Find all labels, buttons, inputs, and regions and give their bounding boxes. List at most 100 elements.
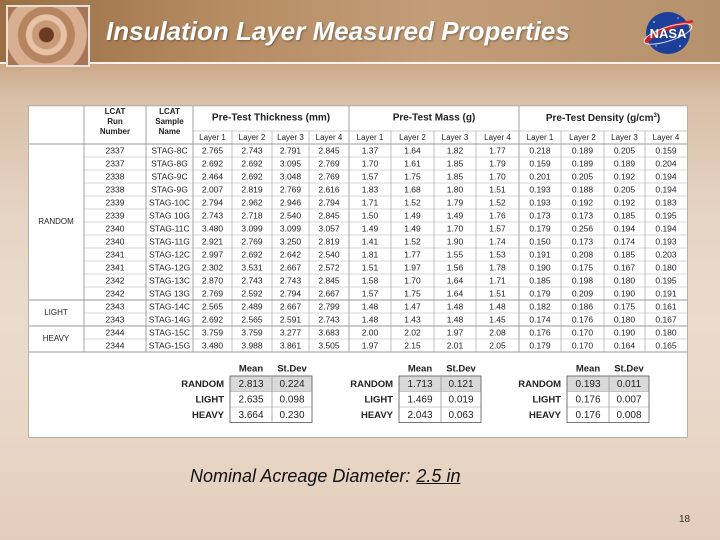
mass-cell: 1.57 <box>362 288 379 298</box>
density-cell: 0.203 <box>655 249 677 259</box>
mass-cell: 1.70 <box>362 158 379 168</box>
density-cell: 0.192 <box>614 197 636 207</box>
header-layer-label: Layer 2 <box>239 133 266 142</box>
run-number-cell: 2342 <box>106 275 125 285</box>
mass-cell: 1.64 <box>447 288 464 298</box>
run-number-cell: 2343 <box>106 314 125 324</box>
density-cell: 0.218 <box>529 145 551 155</box>
summary-density-stdev: 0.008 <box>616 410 641 421</box>
density-cell: 0.180 <box>655 327 677 337</box>
mass-cell: 1.56 <box>447 262 464 272</box>
density-cell: 0.161 <box>655 301 677 311</box>
summary-highlight <box>567 376 649 392</box>
density-cell: 0.179 <box>529 288 551 298</box>
slide-title: Insulation Layer Measured Properties <box>106 16 570 46</box>
run-number-cell: 2340 <box>106 236 125 246</box>
mass-cell: 1.70 <box>404 275 421 285</box>
thickness-cell: 2.565 <box>202 301 224 311</box>
run-number-cell: 2338 <box>106 184 125 194</box>
density-cell: 0.182 <box>529 301 551 311</box>
table-row: 2342 STAG-13C 2.870 2.743 2.743 2.845 1.58 1.70… <box>106 275 677 285</box>
run-number-cell: 2337 <box>106 158 125 168</box>
summary-mean-header: Mean <box>239 364 263 375</box>
density-cell: 0.179 <box>529 340 551 350</box>
mass-cell: 1.52 <box>489 197 506 207</box>
properties-table-panel: LCAT Run Number LCAT Sample Name Pre-Test Thic… <box>28 105 688 438</box>
density-cell: 0.208 <box>572 249 594 259</box>
mass-cell: 2.15 <box>404 340 421 350</box>
thickness-cell: 2.540 <box>280 210 302 220</box>
thickness-cell: 2.794 <box>202 197 224 207</box>
table-row: 2339 STAG-10C 2.794 2.962 2.946 2.794 1.71 1.52… <box>106 197 677 207</box>
row-group-label: HEAVY <box>43 334 70 343</box>
thickness-cell: 3.480 <box>202 223 224 233</box>
summary-density-mean: 0.176 <box>575 394 600 405</box>
header-sample-name: LCAT <box>159 107 180 116</box>
density-cell: 0.193 <box>655 236 677 246</box>
summary-row-label: RANDOM <box>181 379 224 390</box>
summary-highlight <box>230 376 312 392</box>
density-cell: 0.209 <box>572 288 594 298</box>
density-cell: 0.180 <box>614 314 636 324</box>
mass-cell: 1.50 <box>362 210 379 220</box>
mass-cell: 1.97 <box>447 327 464 337</box>
title-bar <box>0 0 720 62</box>
mass-cell: 1.85 <box>447 158 464 168</box>
mass-cell: 1.57 <box>489 223 506 233</box>
header-layer-label: Layer 4 <box>653 133 680 142</box>
thickness-cell: 3.048 <box>280 171 302 181</box>
sample-name-cell: STAG-11C <box>149 223 189 233</box>
summary-row-label: LIGHT <box>196 394 225 405</box>
density-cell: 0.193 <box>529 184 551 194</box>
mass-cell: 1.64 <box>447 275 464 285</box>
sample-name-cell: STAG 13G <box>149 288 190 298</box>
density-cell: 0.198 <box>572 275 594 285</box>
header-layer-label: Layer 4 <box>316 133 343 142</box>
thickness-cell: 3.099 <box>280 223 302 233</box>
table-row: 2338 STAG-9G 2.007 2.819 2.769 2.616 1.83 1.68 1… <box>106 184 677 194</box>
thickness-cell: 2.667 <box>318 288 340 298</box>
mass-cell: 1.64 <box>404 145 421 155</box>
thickness-cell: 2.692 <box>241 171 263 181</box>
thickness-cell: 2.769 <box>202 288 224 298</box>
mass-cell: 1.75 <box>404 171 421 181</box>
thickness-cell: 2.769 <box>280 184 302 194</box>
density-cell: 0.159 <box>529 158 551 168</box>
header-layer-label: Layer 3 <box>611 133 638 142</box>
mass-cell: 2.08 <box>489 327 506 337</box>
thickness-cell: 2.743 <box>202 210 224 220</box>
table-row: 2341 STAG-12C 2.997 2.692 2.642 2.540 1.81 1.77… <box>106 249 677 259</box>
mass-cell: 1.43 <box>404 314 421 324</box>
summary-thickness-stdev: 0.224 <box>279 379 304 390</box>
thickness-cell: 2.464 <box>202 171 224 181</box>
thickness-cell: 2.692 <box>241 158 263 168</box>
density-cell: 0.191 <box>655 288 677 298</box>
thickness-cell: 2.007 <box>202 184 224 194</box>
mass-cell: 1.97 <box>362 340 379 350</box>
run-number-cell: 2339 <box>106 197 125 207</box>
header-layer-label: Layer 2 <box>569 133 596 142</box>
mass-cell: 1.80 <box>447 184 464 194</box>
mass-cell: 1.51 <box>362 262 379 272</box>
sample-name-cell: STAG-15C <box>149 327 190 337</box>
header-run-number: LCAT <box>105 107 126 116</box>
summary-mass-stdev: 0.063 <box>448 410 473 421</box>
table-row: 2340 STAG-11C 3.480 3.099 3.099 3.057 1.49 1.49… <box>106 223 677 233</box>
table-row: 2338 STAG-9C 2.464 2.692 3.048 2.769 1.57 1.75 1… <box>106 171 677 181</box>
thickness-cell: 2.765 <box>202 145 224 155</box>
density-cell: 0.201 <box>529 171 551 181</box>
table-row: 2337 STAG-8C 2.765 2.743 2.791 2.845 1.37 1.64 1… <box>106 145 677 155</box>
sample-name-cell: STAG-12C <box>149 249 190 259</box>
footer-value: 2.5 in <box>416 466 461 486</box>
mass-cell: 1.78 <box>489 262 506 272</box>
header-layer-label: Layer 1 <box>527 133 554 142</box>
mass-cell: 1.77 <box>404 249 421 259</box>
thickness-cell: 3.988 <box>241 340 263 350</box>
table-row: 2343 STAG-14C 2.565 2.489 2.667 2.799 1.48 1.47… <box>106 301 677 311</box>
summary-row-label: HEAVY <box>361 410 394 421</box>
table-row: 2344 STAG-15C 3.759 3.759 3.277 3.683 2.00 2.02… <box>106 327 677 337</box>
density-cell: 0.173 <box>529 210 551 220</box>
mass-cell: 1.81 <box>362 249 379 259</box>
thickness-cell: 2.997 <box>202 249 224 259</box>
run-number-cell: 2337 <box>106 145 125 155</box>
